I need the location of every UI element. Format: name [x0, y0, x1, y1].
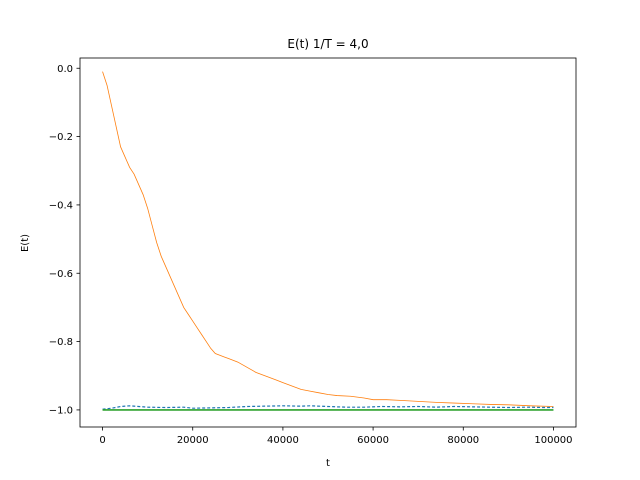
y-tick-label: −0.6 — [49, 269, 73, 280]
series-layer — [102, 71, 554, 411]
y-axis-label: E(t) — [20, 234, 31, 252]
y-axis: 0.0 −0.2 −0.4 −0.6 −0.8 −1.0 — [49, 64, 80, 416]
x-axis-label: t — [326, 458, 330, 469]
x-tick-label: 0 — [99, 435, 105, 446]
x-tick-label: 100000 — [534, 435, 572, 446]
y-tick-label: −1.0 — [49, 405, 73, 416]
y-tick-label: −0.4 — [49, 200, 73, 211]
x-tick-label: 80000 — [447, 435, 479, 446]
x-tick-label: 20000 — [177, 435, 209, 446]
x-tick-label: 60000 — [357, 435, 389, 446]
chart-title: E(t) 1/T = 4,0 — [287, 37, 368, 51]
y-tick-label: −0.8 — [49, 337, 73, 348]
y-tick-label: −0.2 — [49, 132, 73, 143]
y-tick-label: 0.0 — [57, 64, 73, 75]
plot-frame — [79, 57, 577, 428]
x-tick-label: 40000 — [267, 435, 299, 446]
series-line-1 — [102, 71, 554, 407]
x-axis: 0 20000 40000 60000 80000 100000 — [99, 427, 573, 446]
